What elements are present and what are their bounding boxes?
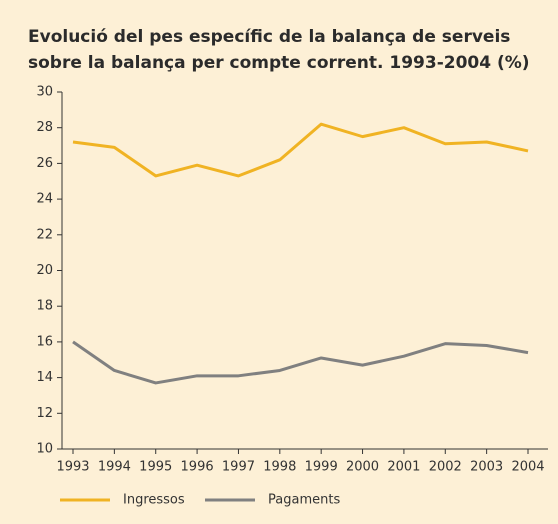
y-tick-label: 12 (36, 406, 53, 421)
y-tick-label: 26 (36, 156, 53, 171)
legend-label: Ingressos (123, 493, 185, 508)
y-tick-label: 14 (36, 370, 53, 385)
x-tick-label: 2002 (429, 460, 462, 475)
line-series (72, 340, 529, 385)
line-series (72, 122, 529, 178)
legend-label: Pagaments (268, 493, 340, 508)
y-tick-label: 28 (36, 120, 53, 135)
x-tick-label: 2000 (346, 460, 379, 475)
x-tick-label: 1996 (181, 460, 214, 475)
x-tick-label: 2003 (470, 460, 503, 475)
y-tick-label: 18 (36, 299, 53, 314)
x-tick-label: 2004 (511, 460, 544, 475)
y-tick-label: 20 (36, 263, 53, 278)
x-tick-label: 2001 (387, 460, 420, 475)
y-tick-label: 22 (36, 227, 53, 242)
y-tick-label: 24 (36, 192, 53, 207)
x-tick-label: 1995 (139, 460, 172, 475)
x-tick-label: 1993 (56, 460, 89, 475)
x-tick-label: 1999 (305, 460, 338, 475)
x-tick-label: 1994 (98, 460, 131, 475)
x-tick-label: 1997 (222, 460, 255, 475)
y-tick-label: 16 (36, 334, 53, 349)
chart-title: Evolució del pes específic de la balança… (28, 27, 530, 73)
y-tick-label: 30 (36, 85, 53, 100)
y-tick-label: 10 (36, 442, 53, 457)
x-tick-label: 1998 (263, 460, 296, 475)
